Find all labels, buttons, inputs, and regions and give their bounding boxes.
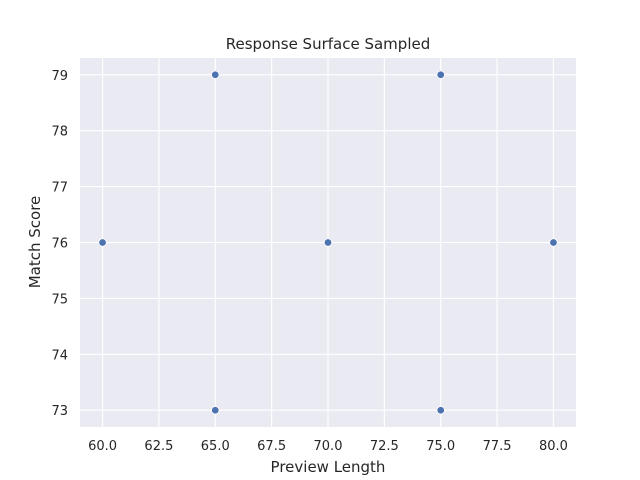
y-tick-label: 77 bbox=[51, 181, 68, 196]
y-tick-label: 78 bbox=[51, 125, 68, 140]
x-tick-label: 72.5 bbox=[370, 439, 399, 454]
x-tick-label: 60.0 bbox=[88, 439, 117, 454]
y-tick-label: 76 bbox=[51, 237, 68, 252]
data-point bbox=[211, 70, 220, 79]
x-tick-label: 80.0 bbox=[539, 439, 568, 454]
y-tick-label: 79 bbox=[51, 69, 68, 84]
x-tick-label: 67.5 bbox=[257, 439, 286, 454]
x-tick-label: 77.5 bbox=[483, 439, 512, 454]
x-axis-label: Preview Length bbox=[271, 458, 386, 476]
x-tick-label: 70.0 bbox=[314, 439, 343, 454]
data-point bbox=[549, 238, 558, 247]
x-tick-label: 65.0 bbox=[201, 439, 230, 454]
grid-lines bbox=[80, 58, 576, 427]
y-axis-ticks: 73 74 75 76 77 78 79 bbox=[51, 69, 68, 419]
x-axis-ticks: 60.0 62.5 65.0 67.5 70.0 72.5 75.0 77.5 80.0 bbox=[88, 439, 568, 454]
data-point bbox=[211, 406, 220, 415]
data-point bbox=[98, 238, 107, 247]
data-point bbox=[323, 238, 333, 247]
y-tick-label: 75 bbox=[51, 292, 68, 307]
data-point bbox=[436, 70, 445, 79]
data-point bbox=[436, 406, 445, 415]
x-tick-label: 75.0 bbox=[426, 439, 455, 454]
y-tick-label: 73 bbox=[51, 404, 68, 419]
data-points bbox=[98, 70, 558, 415]
x-tick-label: 62.5 bbox=[144, 439, 173, 454]
y-tick-label: 74 bbox=[51, 348, 68, 363]
chart-title: Response Surface Sampled bbox=[226, 35, 431, 53]
y-axis-label: Match Score bbox=[26, 196, 44, 289]
